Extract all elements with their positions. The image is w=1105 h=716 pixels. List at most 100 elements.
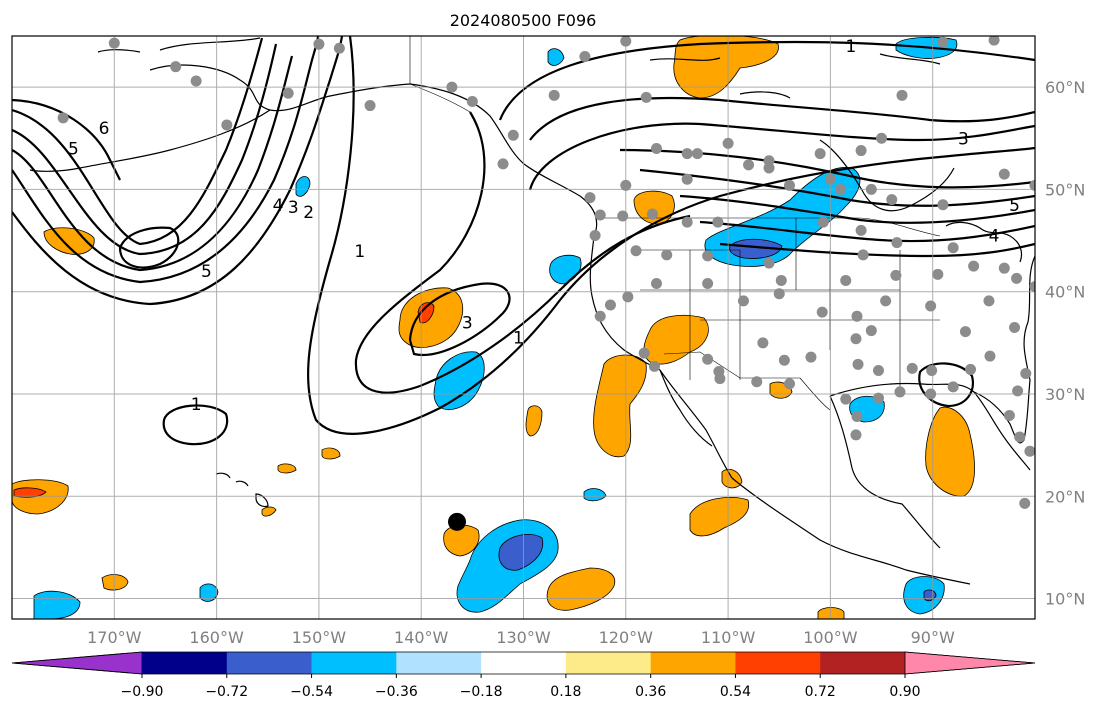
station-marker (851, 410, 863, 422)
station-marker (891, 237, 903, 249)
longitude-label: 100°W (803, 628, 858, 647)
contour-label: 5 (68, 140, 79, 160)
station-marker (1020, 368, 1032, 380)
station-marker (959, 326, 971, 338)
alaska-north-coast (97, 37, 261, 53)
station-marker (751, 376, 763, 388)
station-marker (840, 274, 852, 286)
colorbar-tick-label: −0.54 (290, 684, 333, 700)
contour-label: 1 (354, 242, 365, 262)
contour-label: 1 (845, 37, 856, 57)
contour-label: 5 (1009, 196, 1020, 216)
latitude-label: 60°N (1045, 78, 1085, 97)
station-marker (1046, 256, 1057, 267)
figure-title: 2024080500 F096 (450, 11, 597, 30)
longitude-label: 110°W (701, 628, 756, 647)
colorbar-extend-low (11, 651, 143, 675)
colorbar-tick-label: 0.90 (889, 684, 920, 700)
station-marker (702, 278, 714, 290)
station-markers (57, 36, 1057, 509)
latitude-label: 20°N (1045, 487, 1085, 506)
colorbar-segment (311, 652, 397, 674)
station-marker (282, 87, 294, 99)
station-marker (584, 192, 596, 204)
positive-anomaly-tiny-3 (321, 447, 341, 460)
contour-label: 1 (513, 329, 524, 349)
latitude-label: 10°N (1045, 590, 1085, 609)
station-marker (937, 36, 949, 48)
colorbar-tick-label: 0.54 (720, 684, 751, 700)
contour-label: 6 (99, 119, 110, 139)
station-marker (1044, 329, 1055, 340)
positive-anomaly-gulf-alaska (673, 36, 779, 99)
negative-anomaly-tiny-1 (199, 583, 219, 602)
station-marker (783, 378, 795, 390)
colorbar-tick-label: 0.18 (550, 684, 581, 700)
station-marker (814, 148, 826, 160)
mexico-west-coast (731, 477, 971, 585)
contour-label: 4 (273, 196, 284, 216)
station-marker (988, 36, 1000, 46)
station-marker (896, 89, 908, 101)
station-marker (622, 291, 634, 303)
station-marker (646, 208, 658, 220)
station-marker (1029, 281, 1035, 293)
positive-anomaly-small-2 (546, 567, 616, 611)
alaska-canada-border (409, 36, 471, 113)
colorbar-tick-label: 0.72 (805, 684, 836, 700)
station-marker (640, 91, 652, 103)
colorbar-tick-label: −0.36 (375, 684, 418, 700)
contour-line-jet-4 (699, 220, 1035, 243)
latitude-label: 40°N (1045, 283, 1085, 302)
positive-anomaly-red-core (417, 302, 435, 324)
station-marker (108, 37, 120, 49)
station-marker (876, 132, 888, 144)
station-marker (805, 351, 817, 363)
negative-anomaly-dark-core (729, 238, 783, 259)
east-coast (1023, 255, 1035, 381)
station-marker (617, 210, 629, 222)
colorbar-tick-label: −0.72 (205, 684, 248, 700)
station-marker (763, 257, 775, 269)
station-marker (446, 81, 458, 93)
contour-label: 3 (288, 198, 299, 218)
negative-anomaly-tiny-2 (295, 176, 311, 197)
station-marker (925, 300, 937, 312)
positive-anomaly-mexico-coast (689, 497, 750, 537)
station-marker (890, 269, 902, 281)
colorbar-segment (396, 652, 482, 674)
station-marker (333, 42, 345, 54)
station-marker (589, 229, 601, 241)
longitude-label: 150°W (292, 628, 347, 647)
positive-anomaly-tiny-6 (261, 506, 277, 517)
station-marker (984, 350, 996, 362)
station-marker (620, 179, 632, 191)
station-marker (702, 353, 714, 365)
longitude-label: 160°W (189, 628, 244, 647)
station-marker (926, 364, 938, 376)
arctic-islands (649, 53, 941, 99)
station-marker (857, 249, 869, 261)
latitude-label: 30°N (1045, 385, 1085, 404)
contour-line-1-west (12, 36, 344, 306)
station-marker (824, 173, 836, 185)
station-marker (507, 129, 519, 141)
station-marker (947, 381, 959, 393)
station-marker (638, 347, 650, 359)
station-marker (968, 260, 980, 272)
longitude-label: 90°W (911, 628, 955, 647)
station-marker (548, 89, 560, 101)
contour-label: 2 (303, 203, 314, 223)
station-marker (712, 216, 724, 228)
station-marker (757, 337, 769, 349)
station-marker (998, 262, 1010, 274)
station-marker (650, 278, 662, 290)
station-marker (775, 274, 787, 286)
contour-layer (12, 36, 1035, 446)
station-marker (661, 249, 673, 261)
station-marker (1003, 409, 1015, 421)
colorbar-segment (481, 652, 567, 674)
station-marker (743, 159, 755, 171)
